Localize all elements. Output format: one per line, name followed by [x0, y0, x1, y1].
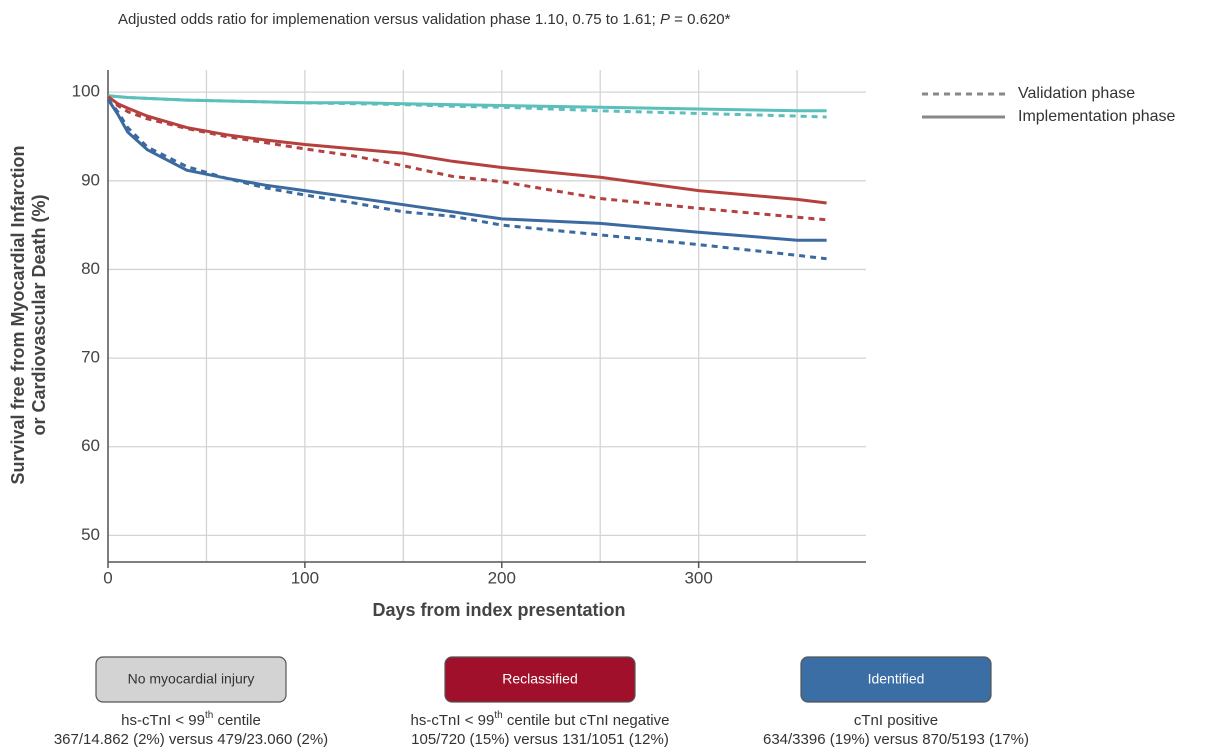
y-tick-label: 70	[81, 348, 100, 367]
group-label: Identified	[868, 671, 925, 687]
chart-title: Adjusted odds ratio for implemenation ve…	[118, 11, 731, 28]
group-box	[800, 656, 992, 703]
x-tick-label: 300	[684, 568, 712, 587]
x-tick-label: 0	[103, 568, 112, 587]
group-criterion: hs-cTnI < 99th centile	[121, 710, 261, 729]
group-label: Reclassified	[502, 671, 577, 687]
title-part: = 0.620*	[670, 11, 731, 28]
title-part: P	[660, 11, 670, 28]
line	[106, 98, 827, 261]
y-axis-label: Survival free from Myocardial Infarction	[8, 145, 28, 484]
group-label: No myocardial injury	[128, 671, 255, 687]
group-box	[95, 656, 287, 703]
criterion-sup: th	[494, 710, 502, 721]
y-tick-label: 60	[81, 436, 100, 455]
x-axis-label: Days from index presentation	[372, 600, 625, 620]
criterion-sup: th	[205, 710, 213, 721]
line	[107, 95, 827, 205]
x-tick-label: 100	[291, 568, 319, 587]
y-tick-label: 90	[81, 170, 100, 189]
line	[106, 98, 827, 242]
group-criterion: hs-cTnI < 99th centile but cTnI negative	[411, 710, 670, 729]
x-tick-label: 200	[488, 568, 516, 587]
criterion-text: centile	[213, 712, 261, 729]
title-part: Adjusted odds ratio for implemenation ve…	[118, 11, 660, 28]
group-stats: 105/720 (15%) versus 131/1051 (12%)	[411, 731, 669, 748]
y-tick-label: 50	[81, 525, 100, 544]
y-axis-label: or Cardiovascular Death (%)	[29, 194, 49, 435]
criterion-text: centile but cTnI negative	[503, 712, 670, 729]
group-criterion: cTnI positive	[854, 712, 938, 729]
line	[106, 95, 827, 222]
criterion-text: hs-cTnI < 99	[411, 712, 495, 729]
y-tick-label: 80	[81, 259, 100, 278]
legend-label: Implementation phase	[1018, 108, 1176, 125]
group-stats: 367/14.862 (2%) versus 479/23.060 (2%)	[54, 731, 328, 748]
y-tick-label: 100	[72, 82, 100, 101]
group-stats: 634/3396 (19%) versus 870/5193 (17%)	[763, 731, 1029, 748]
legend-label: Validation phase	[1018, 85, 1135, 102]
criterion-text: cTnI positive	[854, 712, 938, 729]
criterion-text: hs-cTnI < 99	[121, 712, 205, 729]
line	[107, 94, 827, 113]
group-box	[444, 656, 636, 703]
